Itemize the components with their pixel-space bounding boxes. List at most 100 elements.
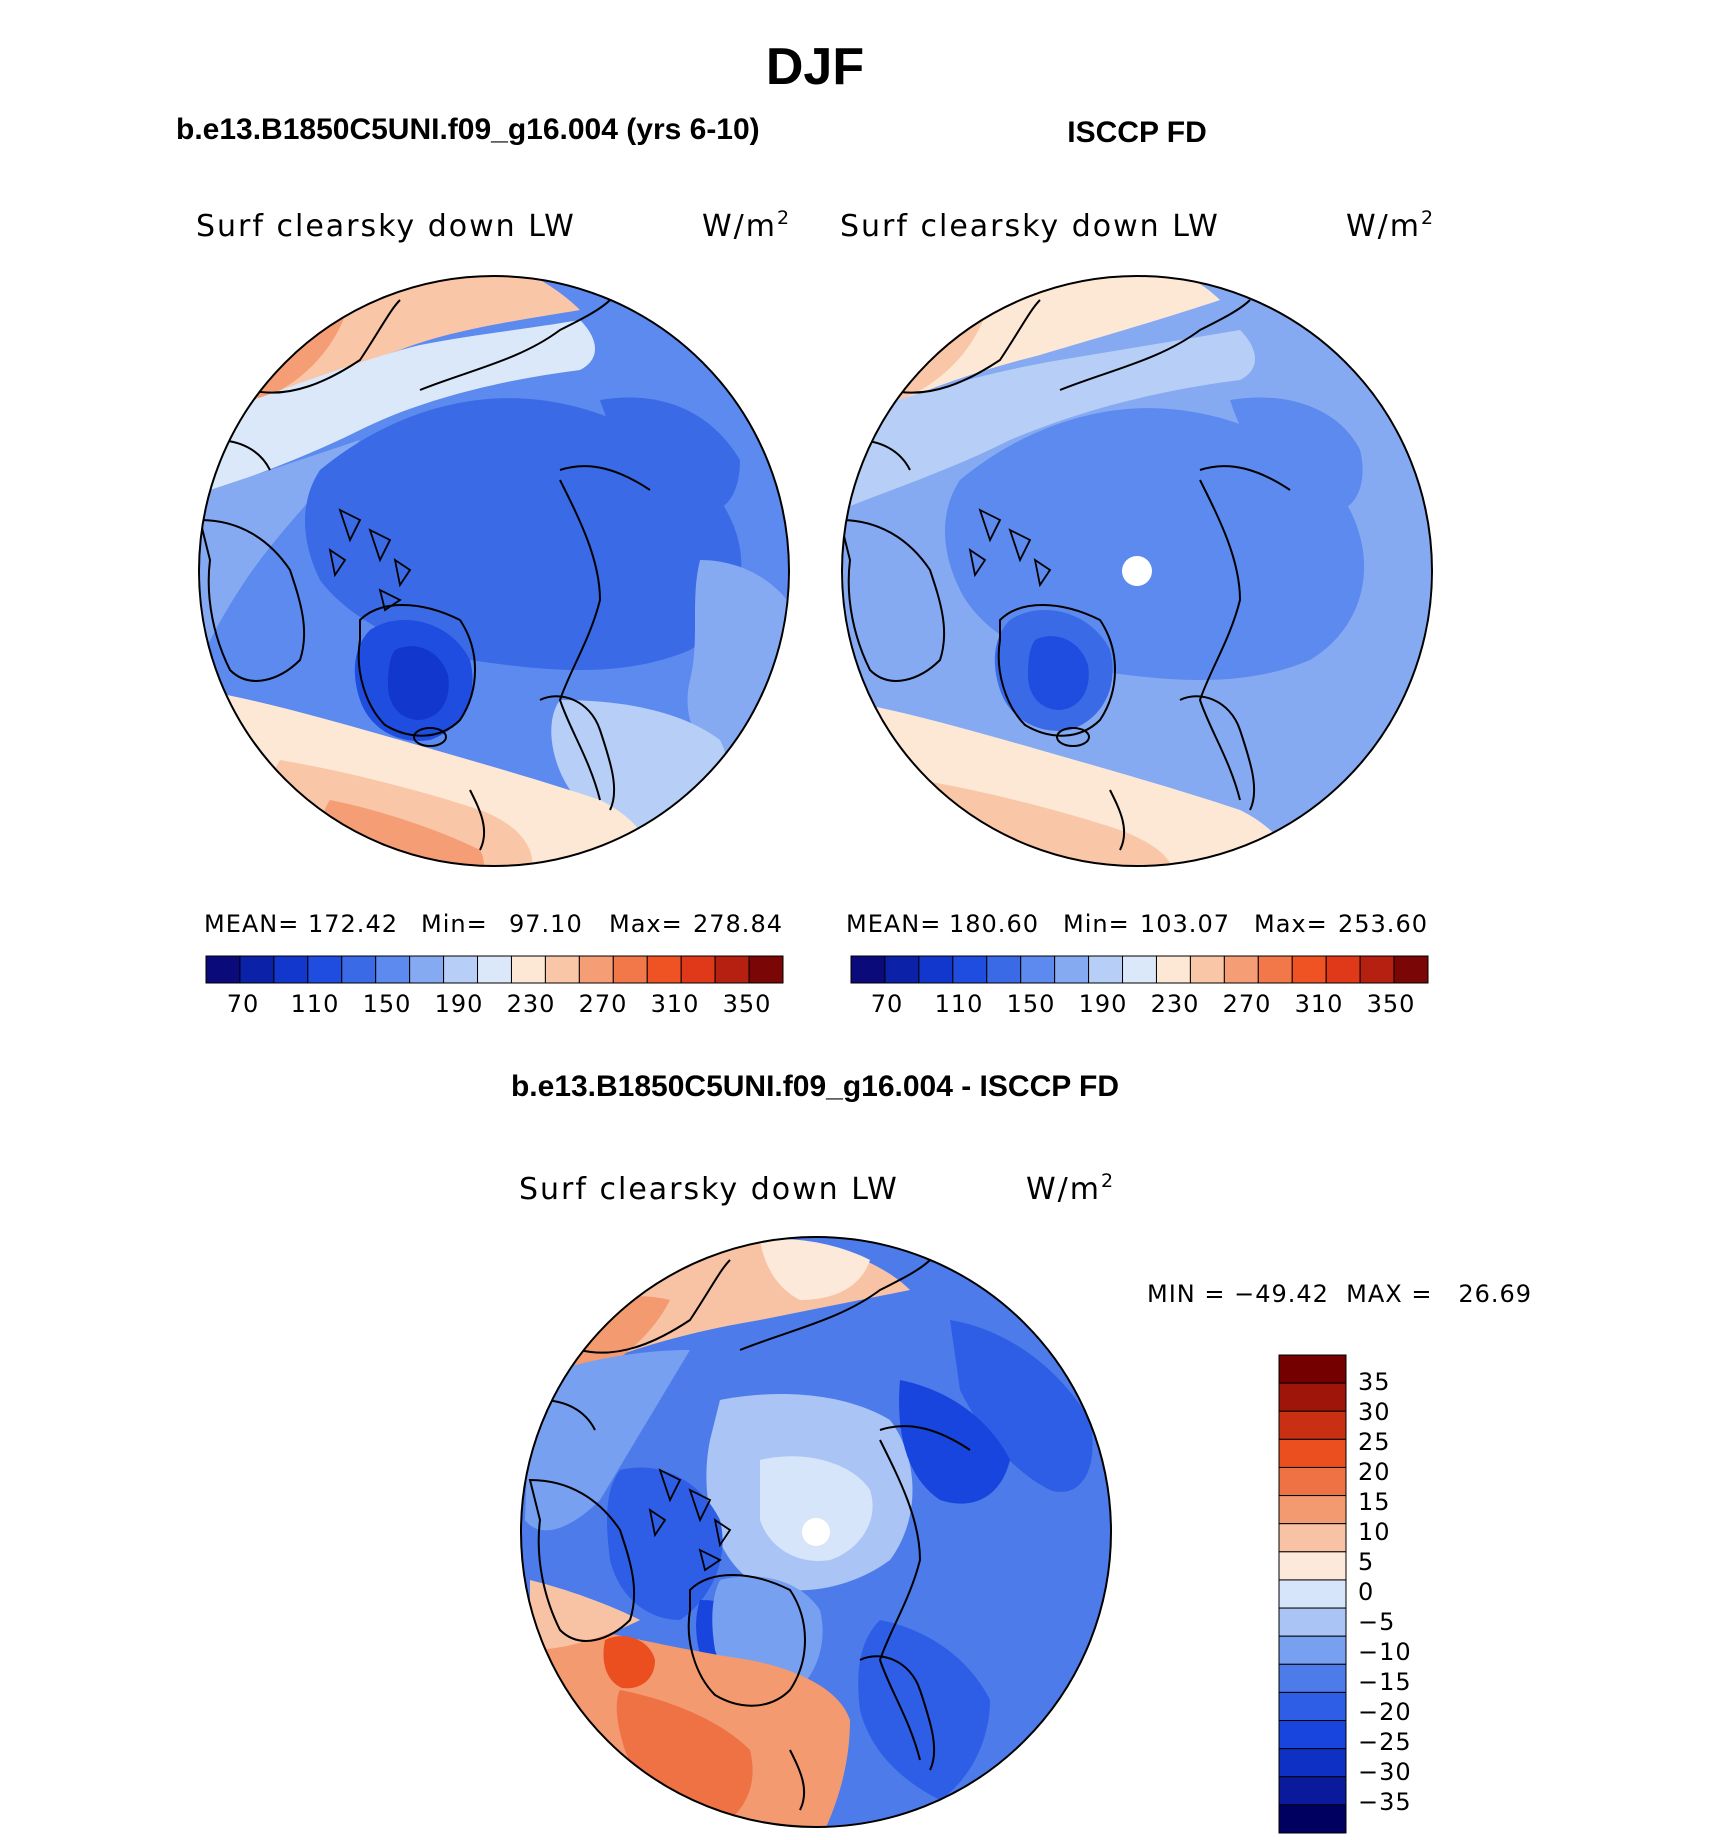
colorbar-swatch — [1278, 1382, 1347, 1412]
obs-units-exponent: 2 — [1421, 207, 1435, 229]
diff-colorbar-label: −30 — [1358, 1758, 1412, 1786]
neutral-band — [842, 330, 1255, 510]
central-arctic-deep — [305, 398, 742, 670]
siberian-deep — [600, 397, 740, 513]
colorbar-swatch — [1325, 955, 1361, 984]
model-mean-value: 172.42 — [308, 910, 398, 938]
colorbar-swatch — [409, 955, 445, 984]
greenland-core — [388, 646, 449, 720]
obs-mean-label: MEAN= — [846, 910, 941, 938]
colorbar-swatch — [205, 955, 241, 984]
coastline-iceland — [413, 727, 447, 747]
colorbar-swatch — [307, 955, 343, 984]
colorbar-swatch — [1291, 955, 1327, 984]
obs-units-base: W/m — [1346, 209, 1421, 244]
colorbar-swatch — [986, 955, 1022, 984]
model-stats-line: MEAN= 172.42 Min= 97.10 Max= 278.84 — [204, 910, 782, 938]
diff-colorbar-label: 0 — [1358, 1578, 1374, 1606]
obs-panel: Surf clearsky down LW W/m2 MEAN= 180 — [840, 207, 1435, 1018]
canada-dark — [607, 1467, 723, 1620]
colorbar-swatch — [612, 955, 648, 984]
model-variable-label: Surf clearsky down LW — [196, 209, 576, 244]
colorbar-swatch — [1278, 1748, 1347, 1778]
diff-colorbar-label: 15 — [1358, 1488, 1391, 1516]
colorbar-swatch — [952, 955, 988, 984]
colorbar-swatch — [884, 955, 920, 984]
coastline-siberia — [739, 1259, 971, 1761]
colorbar-swatch — [477, 955, 512, 984]
colorbar-swatch — [1278, 1776, 1347, 1806]
colorbar-swatch — [1278, 1691, 1347, 1722]
obs-max-label: Max= — [1254, 910, 1328, 938]
coastline-siberia — [1059, 299, 1291, 801]
pole-hole — [1122, 556, 1152, 586]
obs-colorbar-label: 190 — [1079, 990, 1128, 1018]
model-colorbar-label: 270 — [579, 990, 628, 1018]
colorbar-swatch — [1278, 1354, 1347, 1384]
colorbar-swatch — [748, 955, 784, 984]
diff-polar-map — [521, 1237, 1111, 1827]
coastline-greenland — [687, 1574, 806, 1707]
diff-units-base: W/m — [1026, 1172, 1101, 1207]
diff-variable-label: Surf clearsky down LW — [519, 1172, 899, 1207]
model-mean-label: MEAN= — [204, 910, 299, 938]
model-units-exponent: 2 — [777, 207, 791, 229]
colorbar-swatch — [850, 955, 886, 984]
diff-map-border — [520, 1236, 1112, 1828]
model-colorbar-labels: 70 110 150 190 230 270 310 350 — [227, 990, 771, 1018]
coastline-north-america — [199, 518, 306, 682]
neutral-band-pacific — [199, 320, 595, 500]
obs-stats-line: MEAN= 180.60 Min= 103.07 Max= 253.60 — [846, 910, 1427, 938]
model-units-label: W/m2 — [702, 207, 791, 244]
atlantic-hot-core — [616, 1690, 753, 1827]
colorbar-swatch — [1278, 1607, 1347, 1637]
colorbar-swatch — [1278, 1579, 1347, 1609]
coastline-archipelago — [328, 508, 412, 612]
obs-colorbar-label: 310 — [1295, 990, 1344, 1018]
colorbar-swatch — [341, 955, 377, 984]
colorbar-swatch — [1278, 1663, 1347, 1693]
coastline-iceland — [1056, 727, 1090, 747]
obs-colorbar-label: 70 — [871, 990, 904, 1018]
greenland-hot-spot — [603, 1636, 655, 1689]
diff-units-label: W/m2 — [1026, 1170, 1115, 1207]
colorbar-swatch — [544, 955, 580, 984]
diff-colorbar-label: 35 — [1358, 1368, 1391, 1396]
diff-colorbar-labels: 35 30 25 20 15 10 5 0 −5 −10 −15 −20 −25… — [1358, 1368, 1412, 1816]
siberian-low — [1230, 397, 1363, 512]
diff-panel: b.e13.B1850C5UNI.f09_g16.004 - ISCCP FD … — [511, 1070, 1531, 1834]
pacific-neutral — [760, 1239, 870, 1300]
obs-colorbar — [850, 955, 1429, 984]
model-units-base: W/m — [702, 209, 777, 244]
colorbar-swatch — [1278, 1635, 1347, 1665]
diff-colorbar-label: 5 — [1358, 1548, 1374, 1576]
colorbar-swatch — [714, 955, 750, 984]
diff-units-exponent: 2 — [1101, 1170, 1115, 1192]
colorbar-swatch — [578, 955, 614, 984]
colorbar-swatch — [239, 955, 275, 984]
obs-colorbar-label: 150 — [1007, 990, 1056, 1018]
obs-panel-title: ISCCP FD — [1067, 116, 1206, 149]
obs-colorbar-label: 230 — [1151, 990, 1200, 1018]
colorbar-swatch — [646, 955, 682, 984]
diff-colorbar-label: −35 — [1358, 1788, 1412, 1816]
colorbar-swatch — [1278, 1466, 1347, 1497]
obs-colorbar-label: 270 — [1223, 990, 1272, 1018]
colorbar-swatch — [1155, 955, 1191, 984]
season-title: DJF — [766, 38, 864, 96]
colorbar-swatch — [1278, 1495, 1347, 1525]
obs-min-label: Min= — [1063, 910, 1130, 938]
model-polar-map — [199, 276, 789, 866]
coastline-north-america — [528, 1478, 636, 1642]
colorbar-swatch — [1189, 955, 1225, 984]
diff-colorbar — [1278, 1354, 1347, 1834]
colorbar-swatch — [1278, 1523, 1347, 1553]
model-max-label: Max= — [609, 910, 683, 938]
colorbar-swatch — [443, 955, 479, 984]
diff-colorbar-label: −10 — [1358, 1638, 1412, 1666]
colorbar-swatch — [680, 955, 716, 984]
model-colorbar-label: 190 — [435, 990, 484, 1018]
model-colorbar-label: 150 — [363, 990, 412, 1018]
colorbar-swatch — [510, 955, 546, 984]
obs-min-value: 103.07 — [1140, 910, 1230, 938]
